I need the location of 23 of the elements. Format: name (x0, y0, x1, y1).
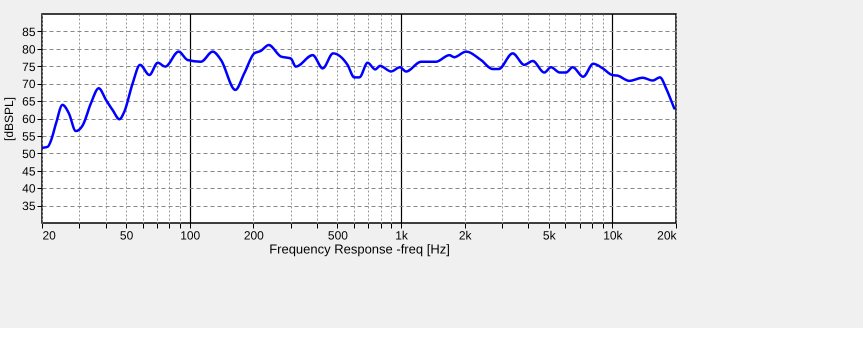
y-tick-label: 80 (22, 42, 36, 56)
x-tick-label: 100 (180, 228, 201, 242)
x-tick-label: 500 (328, 228, 348, 242)
y-tick-label: 85 (22, 24, 36, 39)
y-tick-label: 35 (22, 199, 36, 214)
x-tick-label: 200 (244, 228, 264, 242)
y-tick-label: 40 (22, 182, 36, 196)
y-tick-label: 55 (22, 129, 36, 144)
y-tick-label: 70 (22, 77, 36, 92)
x-tick-label: 20 (42, 228, 56, 242)
x-tick-label: 5k (542, 228, 557, 242)
y-tick-label: 60 (22, 112, 36, 126)
y-tick-label: 65 (22, 94, 36, 109)
x-tick-label: 50 (120, 228, 134, 242)
y-tick-label: 50 (22, 146, 36, 161)
x-tick-label: 2k (458, 228, 472, 242)
x-tick-label: 20k (657, 228, 678, 242)
x-axis-title: Frequency Response -freq [Hz] (269, 242, 450, 256)
x-tick-label: 1k (395, 228, 409, 242)
y-tick-label: 45 (22, 164, 36, 178)
y-axis-title: [dBSPL] (2, 96, 16, 142)
y-tick-label: 75 (22, 60, 36, 74)
x-tick-label: 10k (603, 228, 624, 242)
